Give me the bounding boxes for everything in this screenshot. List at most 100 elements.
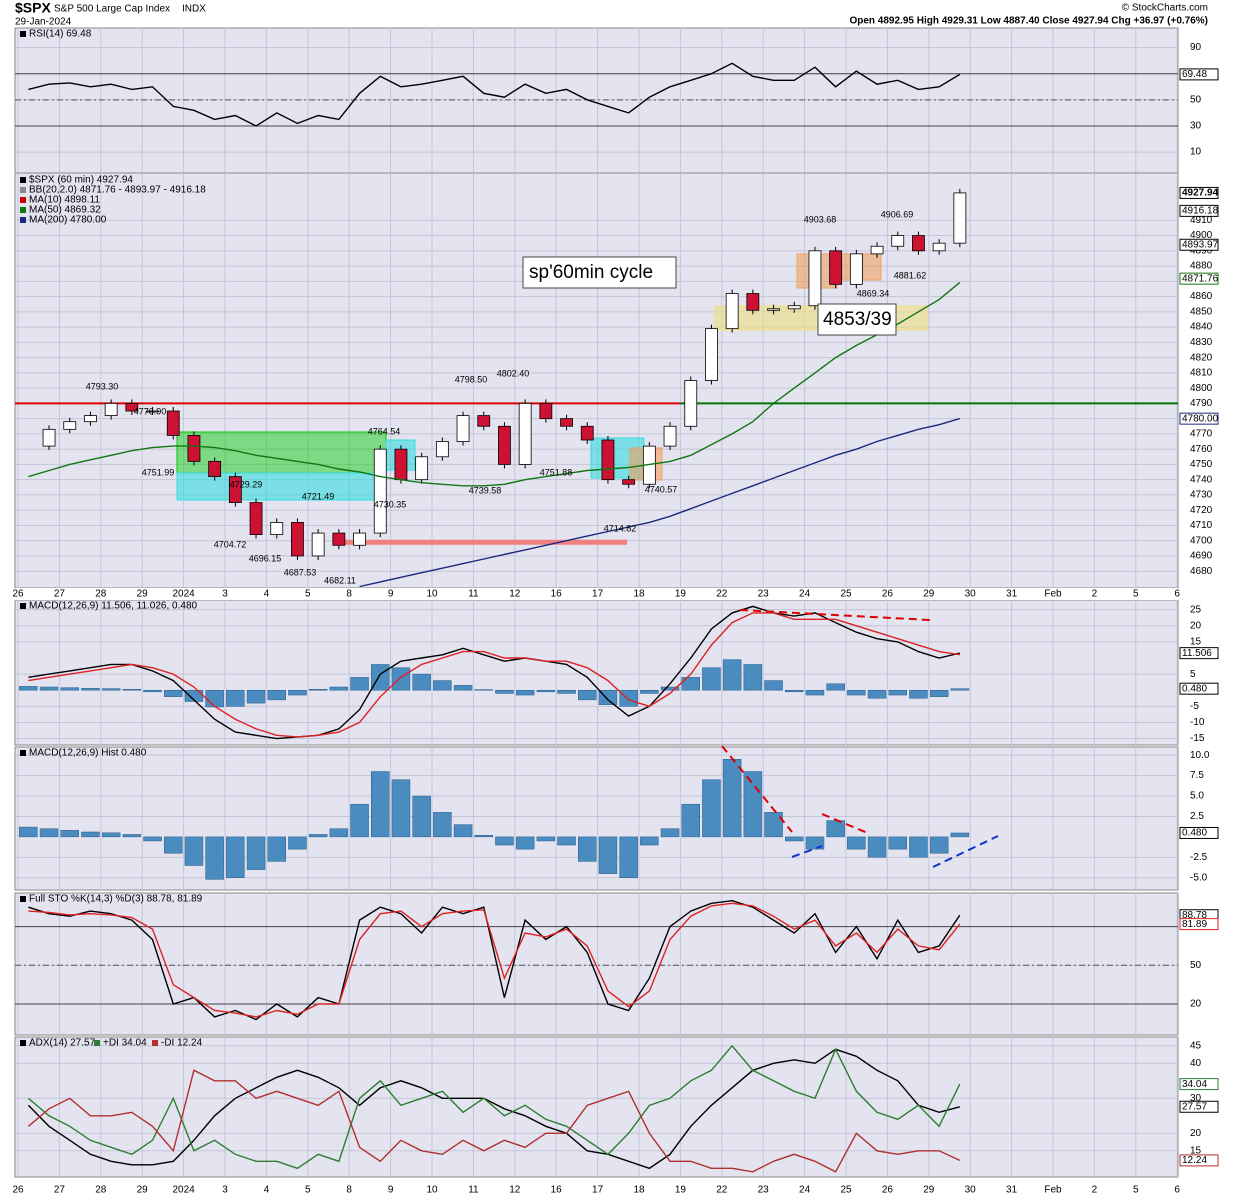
candle xyxy=(705,328,718,381)
value-marker-label: 0.480 xyxy=(1182,828,1207,839)
panel xyxy=(14,746,1179,891)
price-label: 4906.69 xyxy=(881,209,914,219)
y-tick-label: 4760 xyxy=(1190,444,1213,455)
histogram-bar xyxy=(122,834,142,838)
value-marker-label: 81.89 xyxy=(1182,919,1207,930)
y-tick-label: 7.5 xyxy=(1190,770,1204,781)
histogram-bar xyxy=(308,689,328,691)
y-tick-label: 4740 xyxy=(1190,474,1213,485)
histogram-bar xyxy=(164,689,183,697)
x-tick-label: 9 xyxy=(388,1185,394,1196)
histogram-bar xyxy=(288,836,307,850)
histogram-bar xyxy=(205,836,224,880)
value-marker-label: 34.04 xyxy=(1182,1079,1207,1090)
y-tick-label: 20 xyxy=(1190,999,1202,1010)
y-tick-label: 15 xyxy=(1190,637,1202,648)
value-marker-label: 11.506 xyxy=(1182,648,1212,659)
x-tick-label: 19 xyxy=(675,1185,687,1196)
legend-label: MA(200) 4780.00 xyxy=(29,215,107,226)
x-tick-label: 31 xyxy=(1006,1185,1018,1196)
x-tick-label: 10 xyxy=(426,1185,438,1196)
panel xyxy=(14,27,1179,174)
y-tick-label: 10.0 xyxy=(1190,750,1210,761)
y-tick-label: 4820 xyxy=(1190,352,1213,363)
x-tick-label: 27 xyxy=(54,589,66,600)
index-name: S&P 500 Large Cap Index xyxy=(54,4,170,15)
x-tick-label: 17 xyxy=(592,589,604,600)
x-tick-label: 12 xyxy=(509,589,521,600)
histogram-bar xyxy=(474,835,493,838)
y-tick-label: 4720 xyxy=(1190,505,1213,516)
value-marker-box xyxy=(1179,238,1219,251)
legend-swatch xyxy=(20,31,26,37)
histogram-bar xyxy=(743,664,763,691)
histogram-bar xyxy=(453,824,473,838)
histogram-bar xyxy=(164,836,183,854)
series-line xyxy=(28,899,961,1021)
legend-label: -DI 12.24 xyxy=(161,1038,203,1049)
histogram-bar xyxy=(640,836,659,846)
candle xyxy=(311,532,325,557)
candle xyxy=(332,532,346,546)
y-tick-label: 4710 xyxy=(1190,520,1213,531)
candle xyxy=(353,532,366,546)
histogram-bar xyxy=(702,667,721,691)
x-tick-label: 11 xyxy=(468,589,479,600)
y-tick-label: 4730 xyxy=(1190,490,1213,501)
value-marker-label: 12.24 xyxy=(1182,1155,1207,1166)
histogram-bar xyxy=(267,836,286,862)
histogram-bar xyxy=(350,677,369,691)
histogram-bar xyxy=(205,689,224,708)
candle xyxy=(953,192,967,244)
plot xyxy=(15,1037,1178,1177)
legend-label: MACD(12,26,9) 11.506, 11.026, 0.480 xyxy=(29,601,198,612)
histogram-bar xyxy=(143,689,162,693)
histogram-bar xyxy=(888,836,907,850)
histogram-bar xyxy=(557,836,576,846)
value-marker-label: 4927.94 xyxy=(1182,188,1219,199)
candle xyxy=(849,253,863,285)
y-tick-label: 45 xyxy=(1190,1040,1202,1051)
price-label: 4751.88 xyxy=(540,467,573,477)
value-marker-box xyxy=(1179,826,1219,839)
price-label: 4682.11 xyxy=(324,575,356,585)
legend-swatch xyxy=(20,603,26,609)
y-tick-label: -10 xyxy=(1190,717,1205,728)
x-tick-label: 18 xyxy=(633,589,645,600)
candle xyxy=(870,245,884,255)
candle xyxy=(63,421,77,430)
legend-swatch xyxy=(20,1040,26,1046)
candle xyxy=(104,402,118,416)
y-tick-label: -2.5 xyxy=(1190,852,1208,863)
x-tick-label: 6 xyxy=(1174,1185,1180,1196)
candle xyxy=(808,250,822,307)
histogram-bar xyxy=(950,688,970,691)
price-label: 4802.40 xyxy=(497,368,530,378)
x-tick-label: 12 xyxy=(509,1185,521,1196)
value-marker-box xyxy=(1179,412,1219,425)
x-tick-label: 18 xyxy=(633,1185,645,1196)
histogram-bar xyxy=(433,812,452,838)
x-tick-label: 25 xyxy=(840,589,852,600)
price-label: 4776.90 xyxy=(134,406,167,416)
histogram-bar xyxy=(785,836,804,842)
histogram-bar xyxy=(681,677,700,691)
x-tick-label: 5 xyxy=(305,589,311,600)
x-tick-label: 30 xyxy=(965,1185,977,1196)
candle xyxy=(560,418,573,427)
histogram-bar xyxy=(929,689,949,697)
x-tick-label: 4 xyxy=(264,589,270,600)
y-tick-label: 20 xyxy=(1190,620,1202,631)
x-tick-label: 4 xyxy=(264,1185,270,1196)
credit: © StockCharts.com xyxy=(1122,3,1208,14)
plot xyxy=(15,28,1178,173)
y-tick-label: 4890 xyxy=(1190,245,1213,256)
x-tick-label: 29 xyxy=(923,589,935,600)
panel xyxy=(14,1036,1179,1178)
price-label: 4721.49 xyxy=(302,491,335,501)
histogram-bar xyxy=(60,830,79,838)
y-tick-label: 20 xyxy=(1190,1128,1202,1139)
y-tick-label: 30 xyxy=(1190,1093,1202,1104)
